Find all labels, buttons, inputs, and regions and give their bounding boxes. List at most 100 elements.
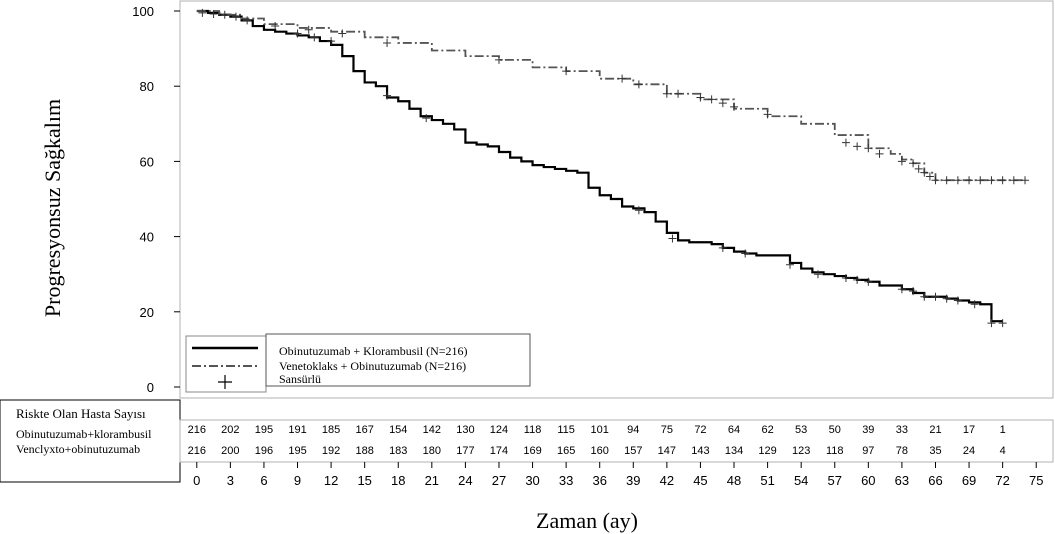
legend: Obinutuzumab + Klorambusil (N=216) Venet… (185, 333, 531, 393)
risk-row-label: Venclyxto+obinutuzumab (16, 442, 140, 456)
y-tick-label: 0 (147, 380, 154, 395)
censor-mark (634, 80, 643, 89)
risk-table-value: 94 (627, 424, 639, 436)
plot-area-frame (179, 0, 1054, 399)
x-tick-label: 15 (357, 473, 371, 488)
censor-mark (494, 55, 503, 64)
x-tick-label: 75 (1029, 473, 1043, 488)
risk-values: 216 202 195 191 185 167 154 142 130 124 118 115 101 9… (188, 424, 1006, 457)
risk-table-value: 195 (255, 424, 273, 436)
risk-table-value: 4 (1000, 445, 1006, 457)
x-tick-label: 33 (559, 473, 573, 488)
x-tick-label: 6 (260, 473, 267, 488)
risk-row-label: Obinutuzumab+klorambusil (16, 427, 152, 441)
censor-mark (864, 144, 873, 153)
risk-table-value: 185 (322, 424, 340, 436)
censor-mark (931, 176, 940, 185)
censor-mark (562, 67, 571, 76)
risk-table-value: 129 (758, 445, 776, 457)
risk-table-value: 216 (188, 445, 206, 457)
censor-mark (853, 142, 862, 151)
risk-table-value: 78 (896, 445, 908, 457)
censor-mark (209, 10, 218, 19)
x-tick-label: 57 (828, 473, 842, 488)
x-tick-label: 24 (458, 473, 472, 488)
risk-table-title: Riskte Olan Hasta Sayısı (16, 406, 146, 421)
risk-table-value: 1 (1000, 424, 1006, 436)
x-tick-label: 9 (294, 473, 301, 488)
risk-table-value: 72 (694, 424, 706, 436)
legend-label-series2: Venetoklaks + Obinutuzumab (N=216) (279, 359, 466, 373)
censor-mark (618, 74, 627, 83)
censor-mark (920, 292, 929, 301)
risk-table-value: 115 (557, 424, 575, 436)
censor-mark (909, 159, 918, 168)
risk-table-value: 118 (524, 424, 542, 436)
x-tick-label: 30 (525, 473, 539, 488)
risk-table-values-box (179, 419, 1054, 463)
legend-symbol-box (185, 335, 267, 393)
x-tick-label: 3 (227, 473, 234, 488)
risk-table-value: 167 (355, 424, 373, 436)
censor-mark (198, 8, 207, 17)
risk-table-value: 200 (221, 445, 239, 457)
censor-mark (327, 37, 336, 46)
censor-mark (383, 38, 392, 47)
survival-curves (196, 9, 1026, 323)
legend-censor-symbol (218, 375, 232, 389)
x-tick-label: 69 (962, 473, 976, 488)
risk-table-value: 165 (557, 445, 575, 457)
censor-mark (942, 294, 951, 303)
censor-mark (953, 176, 962, 185)
censor-mark (987, 176, 996, 185)
x-tick-label: 45 (693, 473, 707, 488)
series-line-venetoklaks-obinutuzumab (196, 10, 1026, 182)
y-axis-label: Progresyonsuz Sağkalım (40, 99, 65, 317)
risk-table-value: 21 (929, 424, 941, 436)
risk-table-value: 130 (456, 424, 474, 436)
legend-text-box (265, 333, 531, 387)
legend-label-censored: Sansürlü (279, 372, 321, 386)
censor-mark (970, 300, 979, 309)
censor-mark (220, 10, 229, 19)
x-tick-label: 63 (895, 473, 909, 488)
censor-mark (897, 285, 906, 294)
censor-mark (914, 164, 923, 173)
risk-table-value: 143 (691, 445, 709, 457)
censor-mark (953, 296, 962, 305)
censor-mark (875, 149, 884, 158)
risk-table-value: 118 (826, 445, 844, 457)
censor-mark (231, 12, 240, 21)
censor-mark (707, 95, 716, 104)
censor-mark (293, 29, 302, 38)
censor-mark (998, 319, 1007, 328)
x-axis: 0 3 6 9 12 15 18 21 24 27 30 33 36 39 42 45 48 51 54 57 60 63… (180, 461, 1053, 488)
censor-mark (925, 172, 934, 181)
censor-mark (718, 99, 727, 108)
x-tick-label: 18 (391, 473, 405, 488)
censor-mark (813, 270, 822, 279)
censor-mark (942, 176, 951, 185)
censor-mark (976, 176, 985, 185)
x-tick-label: 48 (727, 473, 741, 488)
censor-mark (965, 176, 974, 185)
x-tick-label: 21 (425, 473, 439, 488)
risk-table: Riskte Olan Hasta Sayısı Obinutuzumab+kl… (0, 399, 1054, 483)
risk-table-value: 33 (896, 424, 908, 436)
censor-mark (730, 102, 739, 111)
censor-mark (841, 138, 850, 147)
risk-table-value: 177 (456, 445, 474, 457)
censor-mark (243, 16, 252, 25)
x-tick-label: 66 (928, 473, 942, 488)
risk-table-value: 160 (591, 445, 609, 457)
censor-mark (853, 275, 862, 284)
censor-mark (310, 33, 319, 42)
censor-mark (763, 110, 772, 119)
risk-table-value: 180 (423, 445, 441, 457)
censor-mark (718, 243, 727, 252)
risk-table-value: 53 (795, 424, 807, 436)
x-tick-label: 54 (794, 473, 808, 488)
censor-mark (668, 234, 677, 243)
risk-table-value: 142 (423, 424, 441, 436)
risk-table-value: 62 (761, 424, 773, 436)
